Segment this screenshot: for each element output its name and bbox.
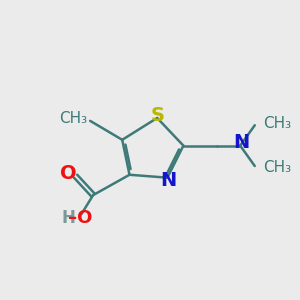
Text: N: N bbox=[160, 171, 176, 190]
Text: N: N bbox=[233, 133, 249, 152]
Text: H: H bbox=[61, 209, 75, 227]
Text: CH₃: CH₃ bbox=[263, 160, 292, 175]
Text: CH₃: CH₃ bbox=[263, 116, 292, 131]
Text: CH₃: CH₃ bbox=[59, 111, 87, 126]
Text: O: O bbox=[60, 164, 76, 183]
Text: S: S bbox=[151, 106, 165, 124]
Text: –O: –O bbox=[68, 209, 92, 227]
